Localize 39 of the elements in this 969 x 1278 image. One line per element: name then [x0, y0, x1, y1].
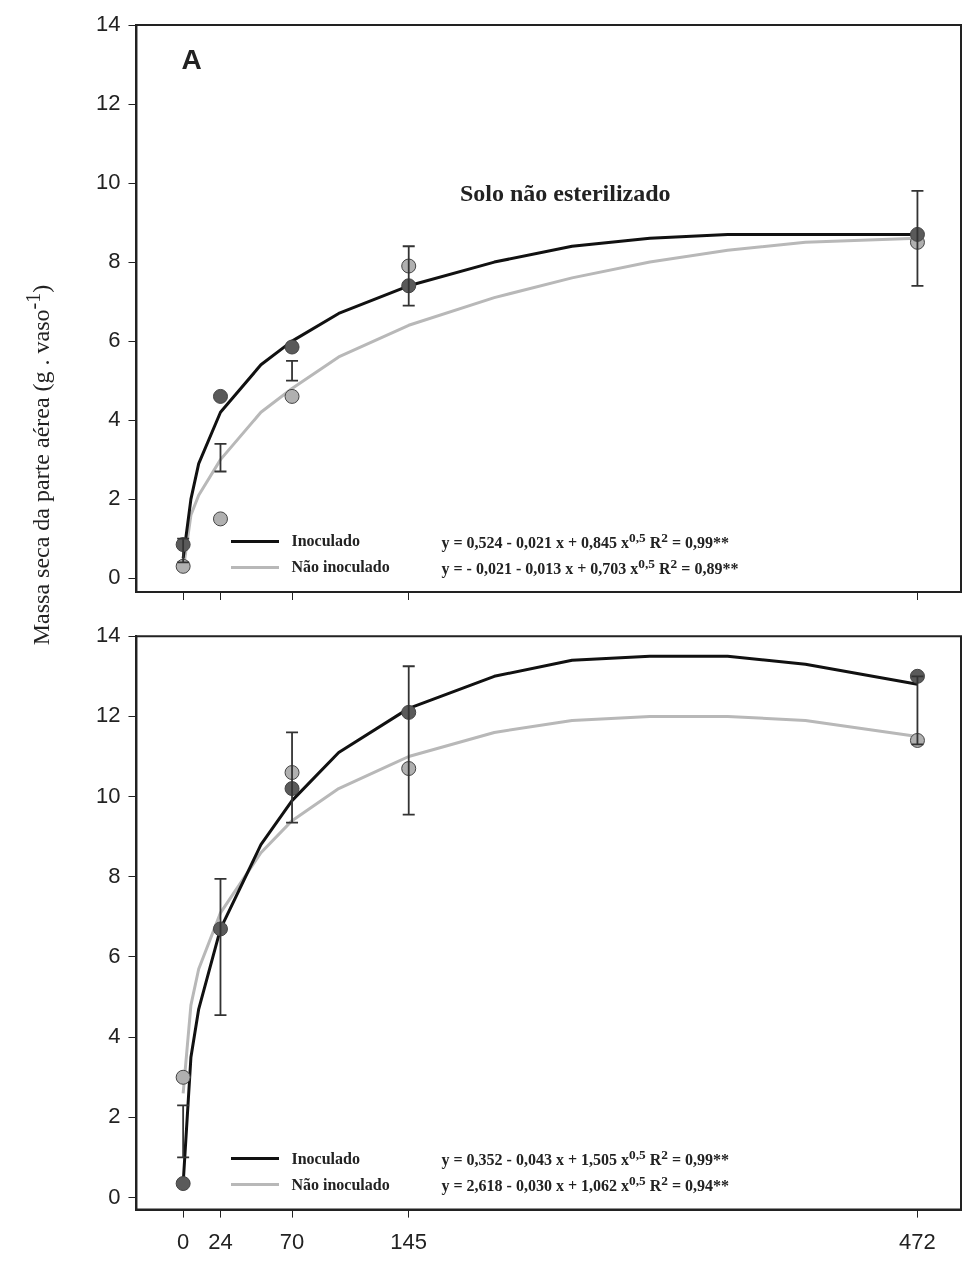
y-tick-label: 8: [108, 248, 121, 274]
point: [175, 1069, 191, 1085]
y-tick-label: 10: [95, 169, 121, 195]
point: [284, 339, 300, 355]
x-tick-label: 0: [177, 1228, 190, 1254]
legend-label: Não inoculado: [291, 558, 391, 576]
y-tick-label: 4: [108, 406, 121, 432]
y-tick-label: 6: [108, 327, 121, 353]
point: [212, 511, 228, 527]
annotation: A: [181, 43, 202, 75]
annotation: y = 0,524 - 0,021 x + 0,845 x$^{0,5}$ R$^{2}$ = 0,99**: [441, 529, 730, 553]
point: [212, 388, 228, 404]
annotation: y = 2,618 - 0,030 x + 1,062 x$^{0,5}$ R$^{2}$ = 0,94**: [441, 1173, 730, 1196]
y-tick-label: 10: [95, 782, 121, 808]
y-tick-label: 2: [108, 485, 121, 511]
y-tick-label: 8: [108, 862, 121, 888]
annotation: y = 0,352 - 0,043 x + 1,505 x$^{0,5}$ R$^{2}$ = 0,99**: [441, 1147, 730, 1170]
x-tick-label: 24: [208, 1228, 233, 1254]
x-tick-label: 472: [899, 1228, 936, 1254]
legend-label: Não inoculado: [291, 1175, 391, 1194]
y-tick-label: 4: [108, 1023, 121, 1049]
y-tick-label: 12: [95, 90, 121, 116]
y-tick-label: 0: [108, 564, 121, 590]
y-tick-label: 0: [108, 1183, 121, 1209]
point: [284, 388, 300, 404]
y-tick-label: 12: [95, 702, 121, 728]
legend-label: Inoculado: [291, 532, 361, 550]
point: [212, 921, 228, 937]
y-tick-label: 14: [95, 622, 121, 648]
point: [175, 1176, 191, 1192]
y-tick-label: 14: [95, 11, 121, 37]
text: Solo não esterilizado: [459, 180, 671, 207]
y-tick-label: 2: [108, 1103, 121, 1129]
y-tick-label: 6: [108, 943, 121, 969]
x-tick-label: 70: [279, 1228, 305, 1254]
point: [909, 226, 925, 242]
legend-label: Inoculado: [291, 1149, 361, 1168]
x-tick-label: 145: [390, 1228, 428, 1254]
annotation: y = - 0,021 - 0,013 x + 0,703 x$^{0,5}$ R$^{2}$ = 0,89**: [441, 555, 739, 579]
